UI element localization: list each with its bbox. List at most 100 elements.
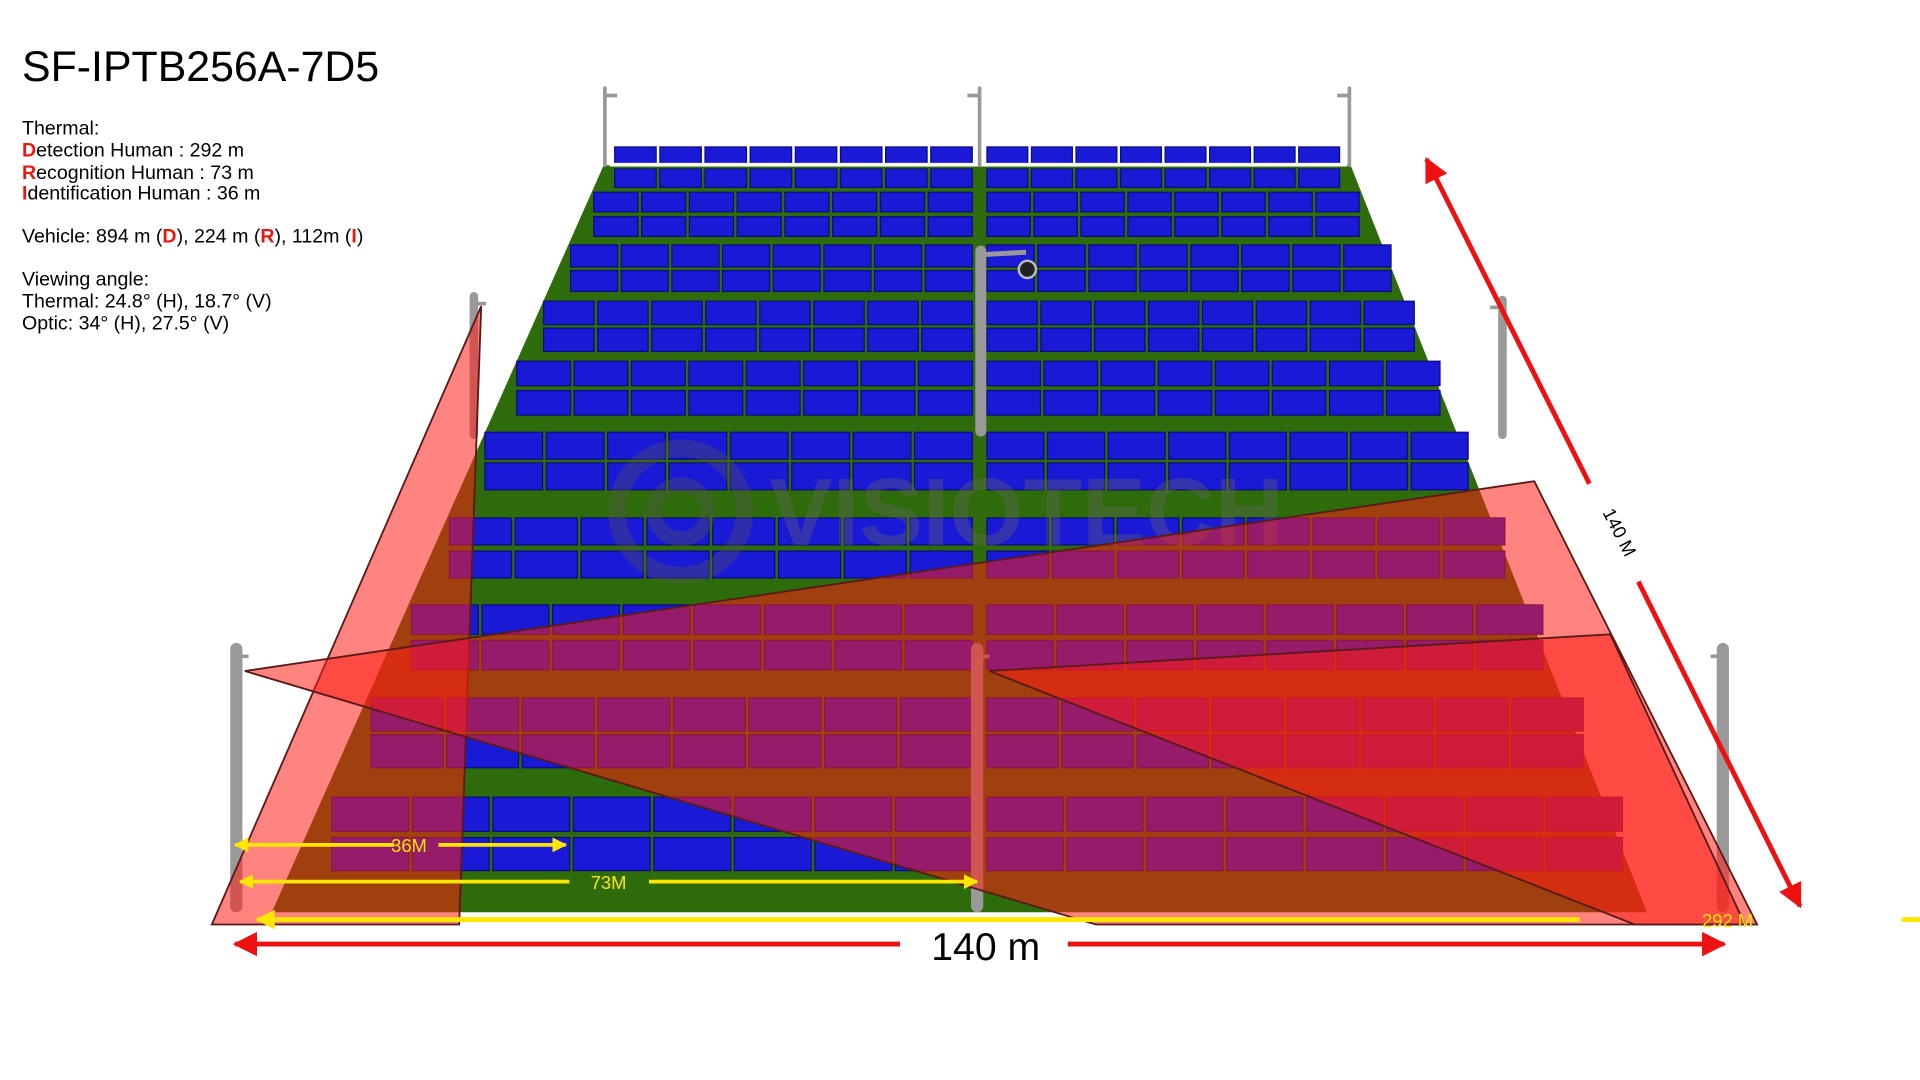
- panel: [1253, 146, 1296, 165]
- panel: [986, 300, 1038, 326]
- dimension-label: 36M: [391, 835, 427, 856]
- panel: [921, 300, 973, 326]
- panel: [1385, 360, 1441, 387]
- panel: [1271, 390, 1327, 416]
- panel: [1289, 431, 1348, 460]
- panel: [607, 462, 666, 491]
- panel: [1255, 300, 1308, 326]
- panel: [1119, 168, 1163, 188]
- panel: [1033, 216, 1078, 237]
- panel: [593, 216, 639, 237]
- panel: [759, 327, 811, 353]
- panel: [1080, 216, 1125, 237]
- panel: [1119, 146, 1163, 165]
- panel: [759, 300, 811, 326]
- depth-arrow: [1424, 156, 1592, 485]
- depth-label: 140 M: [1599, 505, 1641, 560]
- text: D: [162, 225, 176, 247]
- panel: [580, 517, 644, 546]
- panel: [659, 146, 702, 165]
- panel: [784, 191, 830, 213]
- panel: [927, 216, 973, 237]
- panel: [1094, 300, 1146, 326]
- panel: [879, 191, 926, 213]
- panel: [1228, 462, 1287, 491]
- panel: [1037, 244, 1086, 268]
- depth-arrow: [1636, 580, 1803, 909]
- panel: [986, 191, 1031, 213]
- panel: [924, 270, 973, 293]
- panel: [1088, 270, 1137, 293]
- spec-heading: Viewing angle:: [22, 268, 149, 290]
- panel: [1164, 146, 1207, 165]
- panel: [986, 146, 1029, 165]
- panel: [659, 168, 702, 188]
- spec-line: Optic: 34° (H), 27.5° (V): [22, 312, 229, 334]
- panel: [791, 431, 851, 460]
- panel: [671, 270, 720, 293]
- panel: [852, 462, 912, 491]
- panel: [986, 360, 1041, 387]
- dimension-label: 292 M: [1702, 910, 1753, 931]
- panel: [492, 796, 571, 833]
- text: ), 224 m (: [177, 225, 261, 247]
- panel: [1385, 390, 1441, 416]
- panel: [1292, 270, 1341, 293]
- panel: [1350, 431, 1409, 460]
- panel: [516, 390, 572, 416]
- panel: [593, 191, 639, 213]
- panel: [1190, 244, 1239, 268]
- panel: [1214, 360, 1270, 387]
- panel: [1030, 146, 1073, 165]
- panel: [921, 327, 973, 353]
- panel: [1147, 300, 1200, 326]
- panel: [1174, 216, 1219, 237]
- panel: [986, 216, 1031, 237]
- panel: [1343, 244, 1392, 268]
- panel: [1201, 300, 1254, 326]
- panel: [1043, 390, 1099, 416]
- text: dentification Human : 36 m: [27, 183, 260, 205]
- panel: [630, 390, 686, 416]
- panel: [1100, 390, 1156, 416]
- panel: [646, 550, 710, 579]
- panel: [803, 390, 859, 416]
- panel: [1328, 360, 1384, 387]
- panel: [839, 146, 883, 165]
- panel: [917, 360, 973, 387]
- panel: [1157, 390, 1213, 416]
- panel: [668, 462, 728, 491]
- title: SF-IPTB256A-7D5: [22, 43, 379, 91]
- panel: [543, 327, 595, 353]
- panel: [1040, 300, 1092, 326]
- panel: [885, 168, 928, 188]
- panel: [784, 216, 830, 237]
- panel: [641, 191, 687, 213]
- spec-heading: Thermal:: [22, 118, 99, 140]
- panel: [867, 300, 919, 326]
- panel: [514, 517, 578, 546]
- panel: [873, 244, 923, 268]
- panel: [930, 146, 973, 165]
- panel: [1043, 360, 1099, 387]
- panel: [671, 244, 720, 268]
- panel: [729, 462, 789, 491]
- panel: [712, 517, 776, 546]
- panel: [843, 517, 908, 546]
- panel: [545, 462, 605, 491]
- panel: [620, 244, 669, 268]
- panel: [733, 836, 812, 872]
- panel: [867, 327, 919, 353]
- panel: [573, 360, 629, 387]
- panel: [1139, 270, 1188, 293]
- panel: [1315, 216, 1360, 237]
- camera: [1017, 259, 1038, 280]
- spec-line: Recognition Human : 73 m: [22, 162, 254, 184]
- panel: [777, 517, 842, 546]
- panel: [688, 216, 735, 237]
- panel: [1033, 191, 1078, 213]
- panel: [813, 327, 865, 353]
- panel: [986, 517, 1050, 546]
- panel: [1046, 431, 1106, 460]
- panel: [803, 360, 859, 387]
